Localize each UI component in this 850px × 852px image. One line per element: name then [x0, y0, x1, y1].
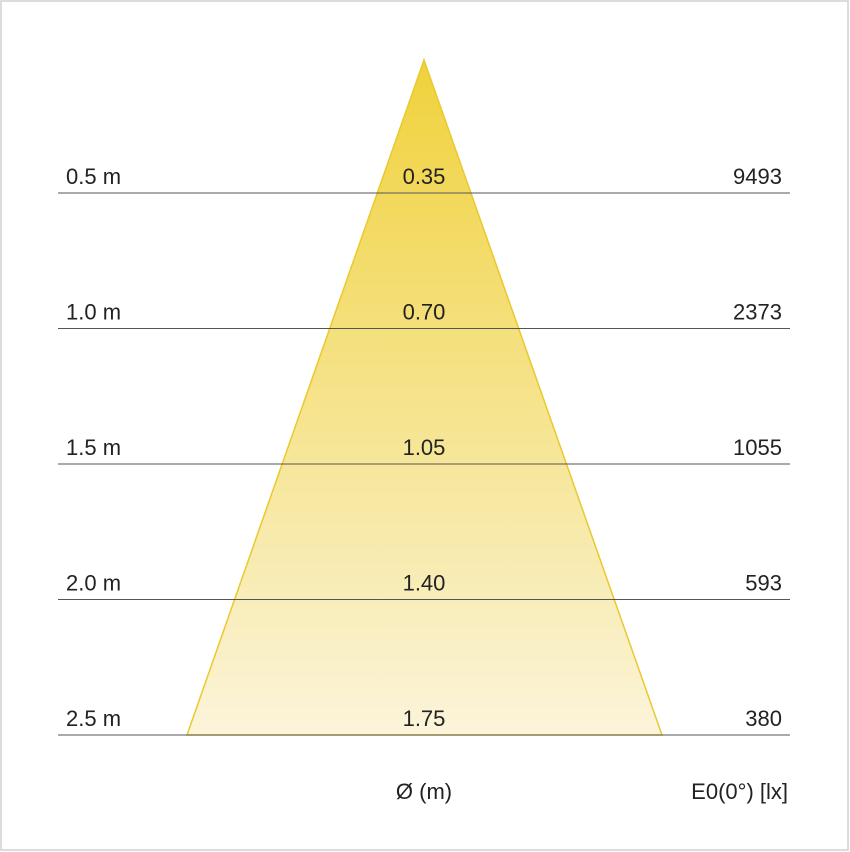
illuminance-value: 593 — [745, 570, 782, 595]
diameter-value: 0.70 — [403, 299, 446, 324]
diameter-value: 1.05 — [403, 435, 446, 460]
distance-label: 2.5 m — [66, 706, 121, 731]
diameter-value: 1.40 — [403, 570, 446, 595]
distance-label: 1.5 m — [66, 435, 121, 460]
distance-label: 2.0 m — [66, 570, 121, 595]
illuminance-value: 2373 — [733, 299, 782, 324]
diameter-value: 0.35 — [403, 164, 446, 189]
illuminance-value: 380 — [745, 706, 782, 731]
distance-label: 1.0 m — [66, 299, 121, 324]
diameter-label: Ø (m) — [396, 779, 452, 804]
illuminance-value: 9493 — [733, 164, 782, 189]
illuminance-value: 1055 — [733, 435, 782, 460]
rows: 0.5 m 0.35 9493 1.0 m 0.70 2373 1.5 m 1.05 1055 2… — [58, 164, 790, 736]
distance-label: 0.5 m — [66, 164, 121, 189]
diameter-value: 1.75 — [403, 706, 446, 731]
illuminance-label: E0(0°) [lx] — [691, 779, 788, 804]
